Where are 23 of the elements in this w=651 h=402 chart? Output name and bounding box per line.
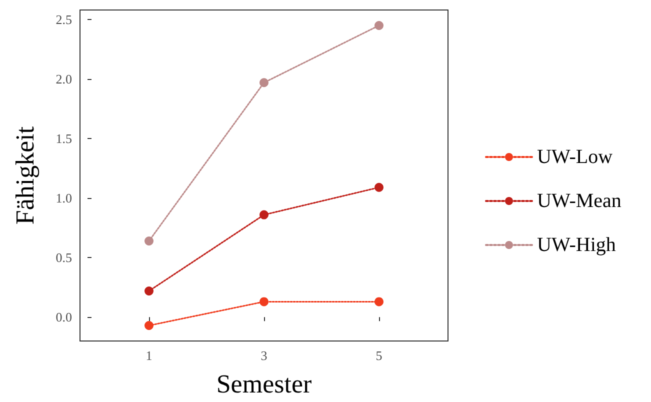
point xyxy=(374,20,384,30)
y-tick-label: 0.0 xyxy=(56,310,72,325)
legend-label: UW-Mean xyxy=(537,190,622,212)
legend-label: UW-Low xyxy=(537,146,614,168)
point xyxy=(260,297,268,306)
y-tick-label: 0.5 xyxy=(56,250,72,266)
x-axis-title: Semester xyxy=(216,370,312,398)
point xyxy=(260,210,268,220)
y-tick-label: 2.0 xyxy=(56,72,72,87)
x-tick-label: 1 xyxy=(146,348,152,363)
y-tick-label: 1.5 xyxy=(56,131,72,146)
x-tick-label: 5 xyxy=(376,348,382,363)
point xyxy=(374,182,384,192)
y-tick-label: 2.5 xyxy=(56,12,72,28)
y-tick-label: 1.0 xyxy=(56,190,72,206)
point xyxy=(374,297,384,306)
point xyxy=(260,78,268,88)
point xyxy=(144,321,154,330)
y-axis-title: Fähigkeit xyxy=(10,126,40,225)
point xyxy=(144,286,154,296)
point xyxy=(144,236,154,246)
legend-label: UW-High xyxy=(537,234,616,256)
x-tick-label: 3 xyxy=(260,348,268,363)
